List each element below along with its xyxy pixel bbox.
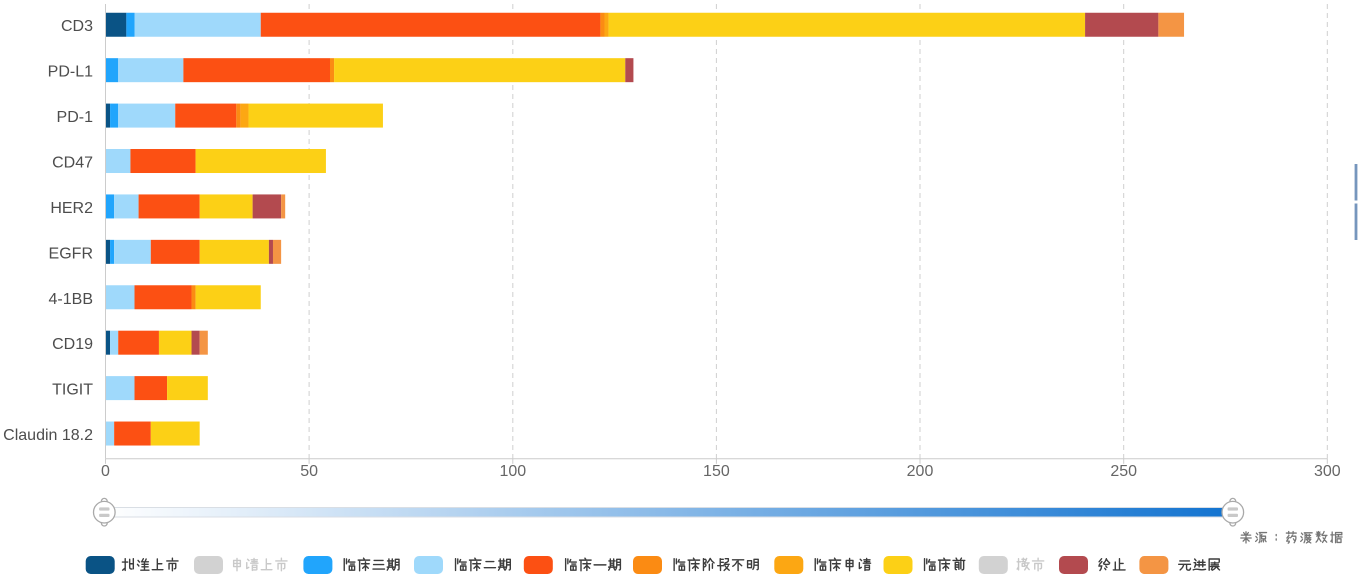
svg-text:50: 50 (300, 463, 318, 480)
svg-text:TIGIT: TIGIT (52, 382, 93, 399)
svg-text:CD47: CD47 (52, 155, 93, 172)
svg-text:200: 200 (907, 463, 934, 480)
svg-text:HER2: HER2 (50, 200, 93, 217)
svg-text:0: 0 (101, 463, 110, 480)
svg-text:250: 250 (1110, 463, 1137, 480)
svg-text:150: 150 (703, 463, 730, 480)
svg-text:300: 300 (1314, 463, 1341, 480)
svg-text:CD19: CD19 (52, 336, 93, 353)
svg-text:Claudin 18.2: Claudin 18.2 (3, 427, 93, 444)
svg-text:4-1BB: 4-1BB (49, 291, 93, 308)
svg-text:EGFR: EGFR (49, 245, 93, 262)
svg-text:100: 100 (499, 463, 526, 480)
svg-text:PD-L1: PD-L1 (48, 64, 93, 81)
svg-text:CD3: CD3 (61, 18, 93, 35)
svg-text:PD-1: PD-1 (57, 109, 94, 126)
